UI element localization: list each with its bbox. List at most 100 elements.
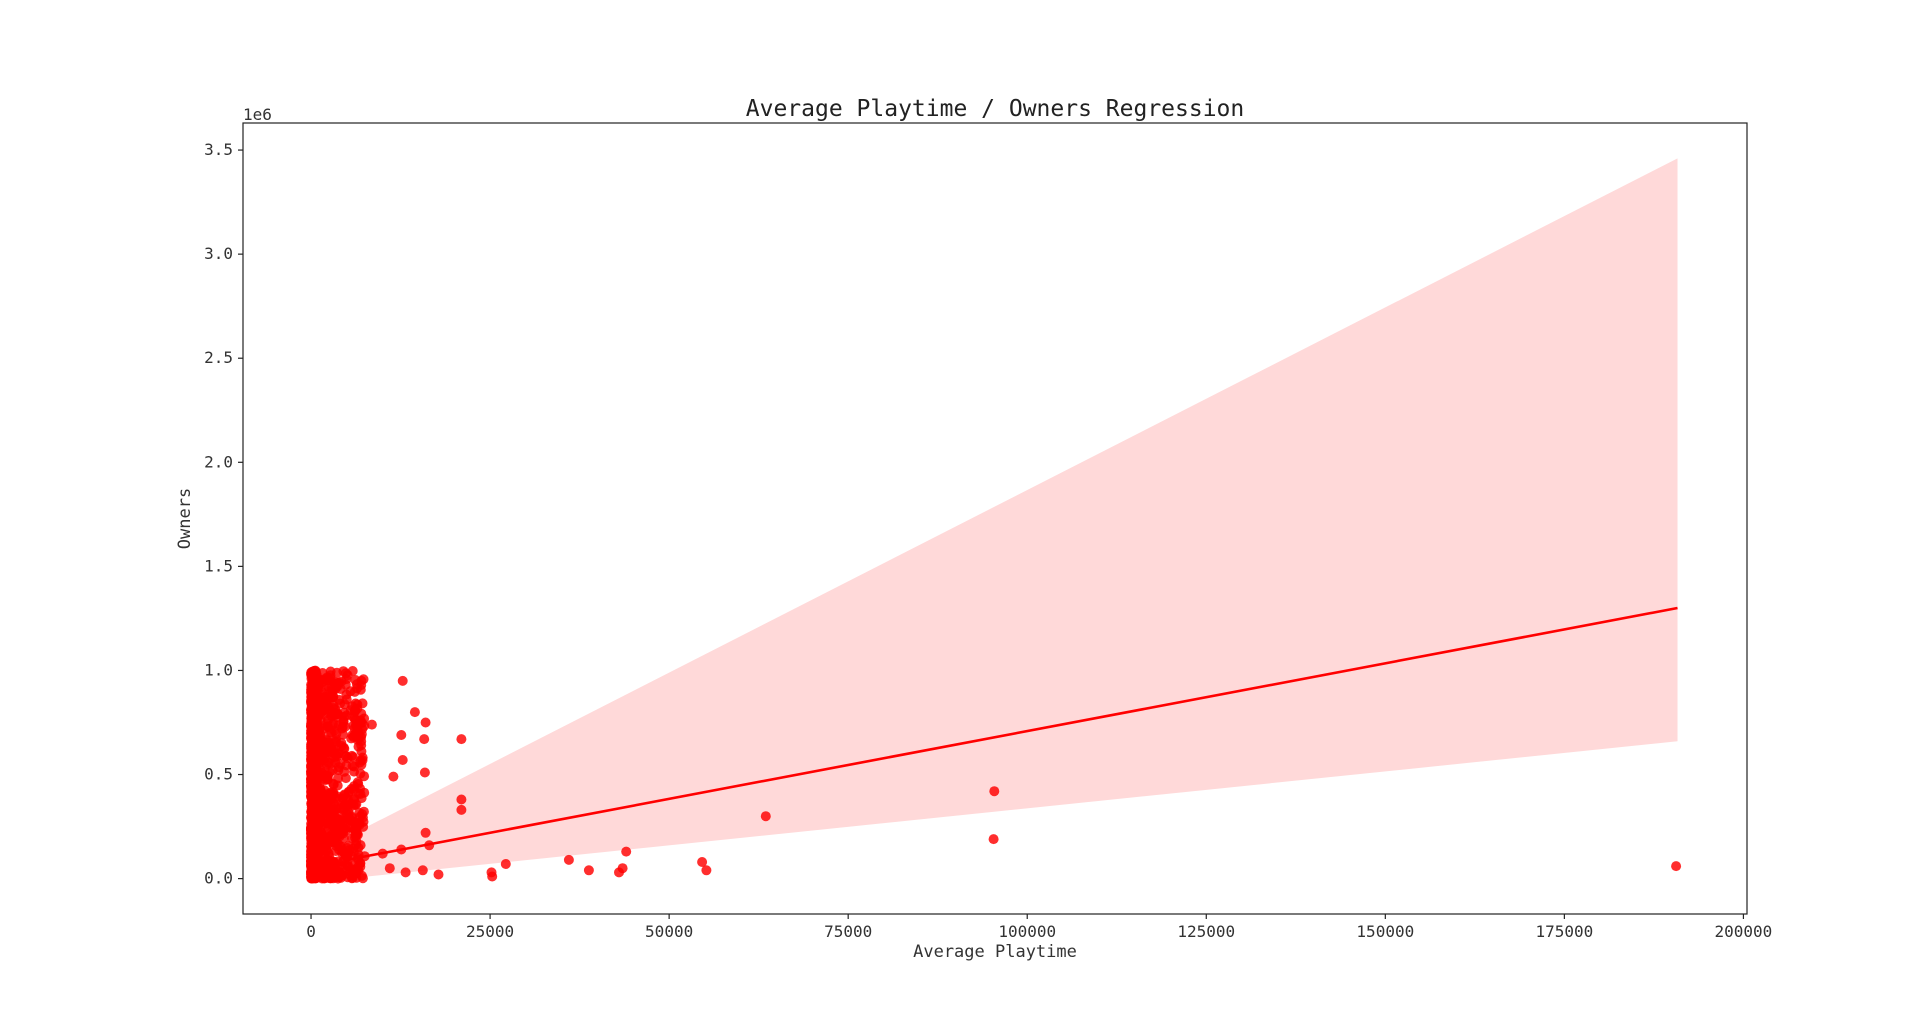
cluster-point [328,861,339,872]
data-point [500,859,511,869]
cluster-point [308,672,319,683]
data-point [701,865,712,876]
cluster-point [334,844,345,855]
cluster-point [306,830,317,841]
data-point [388,771,399,782]
regression-line [346,606,1678,862]
cluster-point [348,846,359,857]
cluster-point [309,840,320,851]
cluster-point [334,803,345,814]
data-point [420,827,431,838]
data-point [397,675,408,686]
data-point [417,865,428,876]
cluster-point [338,717,349,728]
data-point [384,863,395,874]
y-tick-label: 0.0 [204,869,233,888]
cluster-point [332,793,343,804]
x-tick-label: 200000 [1715,922,1773,941]
data-point [1671,861,1682,872]
cluster-point [341,689,352,700]
cluster-point [334,762,344,773]
cluster-point [341,674,352,685]
data-point [487,871,498,882]
regression-line-layer [346,606,1678,862]
data-point [583,865,594,876]
cluster-point [346,733,357,744]
data-point [419,734,430,745]
data-point [400,867,411,878]
confidence-band [346,158,1678,879]
data-point [621,846,632,857]
data-point [419,767,430,778]
cluster-point [338,729,348,740]
cluster-point [332,818,343,829]
cluster-point [332,681,343,692]
data-point [397,755,408,765]
cluster-point [331,831,342,841]
cluster-point [322,803,333,814]
x-tick-label: 25000 [466,922,514,941]
cluster-point [310,694,321,705]
cluster-point [333,871,344,882]
cluster-point [338,855,349,866]
x-tick-label: 175000 [1535,922,1593,941]
cluster-point [330,737,341,748]
data-point [989,786,1000,797]
data-point [433,869,444,880]
cluster-point [312,719,323,730]
cluster-point [353,788,364,799]
cluster-point [340,773,351,784]
cluster-point [353,733,364,744]
y-tick-label: 2.5 [204,348,233,367]
cluster-point [326,692,337,703]
cluster-point [338,742,349,753]
cluster-point [324,851,335,862]
cluster-point [357,724,368,735]
x-tick-label: 50000 [645,922,693,941]
data-point [409,707,420,718]
cluster-point [308,708,319,719]
data-point [697,857,708,867]
cluster-point [354,817,365,828]
cluster-point [357,873,368,884]
data-point [760,811,771,822]
axes: 0 25000 50000 75000 100000 125000 150000 175000… [204,122,1773,941]
y-tick-label: 0.5 [204,765,233,784]
cluster-point [321,747,332,758]
cluster-point [357,698,368,709]
x-tick-label: 150000 [1356,922,1414,941]
data-point [420,717,431,728]
cluster-point [344,815,355,826]
data-point [456,734,467,745]
cluster-point [310,864,320,875]
scatter-points-layer [306,665,1682,884]
cluster-point [340,751,351,761]
cluster-point [309,770,320,780]
data-point [617,863,628,874]
cluster-point [340,823,351,834]
cluster-point [352,828,363,839]
y-tick-label: 2.0 [204,452,233,471]
y-axis-label: Owners [175,488,195,549]
cluster-point [307,800,318,811]
y-tick-label: 3.0 [204,244,233,263]
data-point [456,794,467,805]
x-axis-label: Average Playtime [913,942,1077,962]
y-tick-label: 1.0 [204,660,233,679]
cluster-point [320,775,331,785]
cluster-point [353,741,364,752]
data-point [396,730,407,740]
data-point [563,854,574,865]
cluster-point [351,836,362,847]
cluster-point [351,679,362,690]
cluster-point [342,794,353,805]
cluster-point [352,777,363,788]
data-point [456,804,467,815]
x-tick-label: 0 [306,922,316,941]
y-tick-label: 3.5 [204,140,233,159]
cluster-point [324,872,335,883]
x-tick-label: 125000 [1177,922,1235,941]
cluster-point [311,847,321,858]
cluster-point [309,763,320,773]
